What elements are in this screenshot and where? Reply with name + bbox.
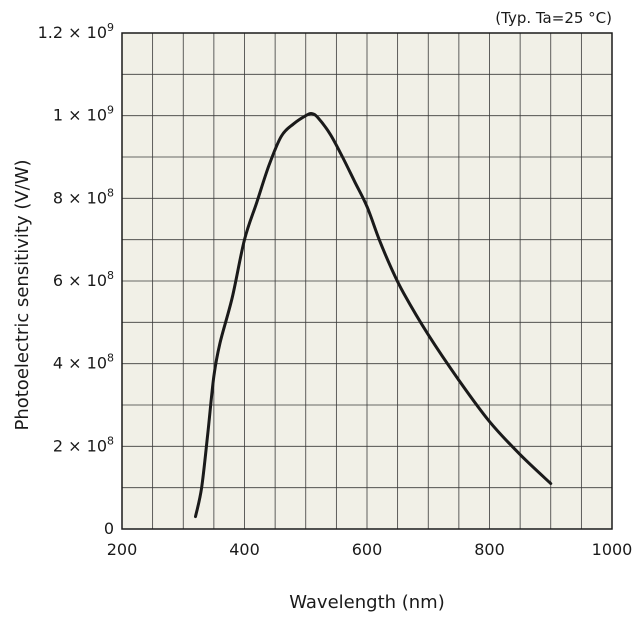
y-tick-label: 2 × 108	[53, 434, 114, 455]
y-axis-title: Photoelectric sensitivity (V/W)	[12, 159, 33, 430]
x-tick-label: 600	[352, 540, 383, 559]
y-tick-label: 0	[104, 519, 114, 538]
x-tick-label: 800	[474, 540, 505, 559]
x-tick-label: 1000	[592, 540, 633, 559]
x-tick-labels: 200 400 600 800 1000	[107, 540, 633, 559]
y-tick-label: 1.2 × 109	[38, 21, 114, 42]
y-tick-labels: 0 2 × 108 4 × 108 6 × 108 8 × 108 1 × 109 1.2 …	[38, 21, 114, 538]
y-tick-label: 6 × 108	[53, 269, 114, 290]
y-tick-label: 4 × 108	[53, 352, 114, 373]
x-axis-title: Wavelength (nm)	[289, 592, 445, 613]
plot-frame	[121, 32, 613, 530]
condition-note: (Typ. Ta=25 °C)	[495, 9, 612, 27]
y-tick-label: 8 × 108	[53, 186, 114, 207]
x-tick-label: 200	[107, 540, 138, 559]
sensitivity-curve	[194, 112, 553, 519]
y-tick-label: 1 × 109	[53, 104, 114, 125]
x-tick-label: 400	[229, 540, 260, 559]
grid	[122, 33, 612, 529]
